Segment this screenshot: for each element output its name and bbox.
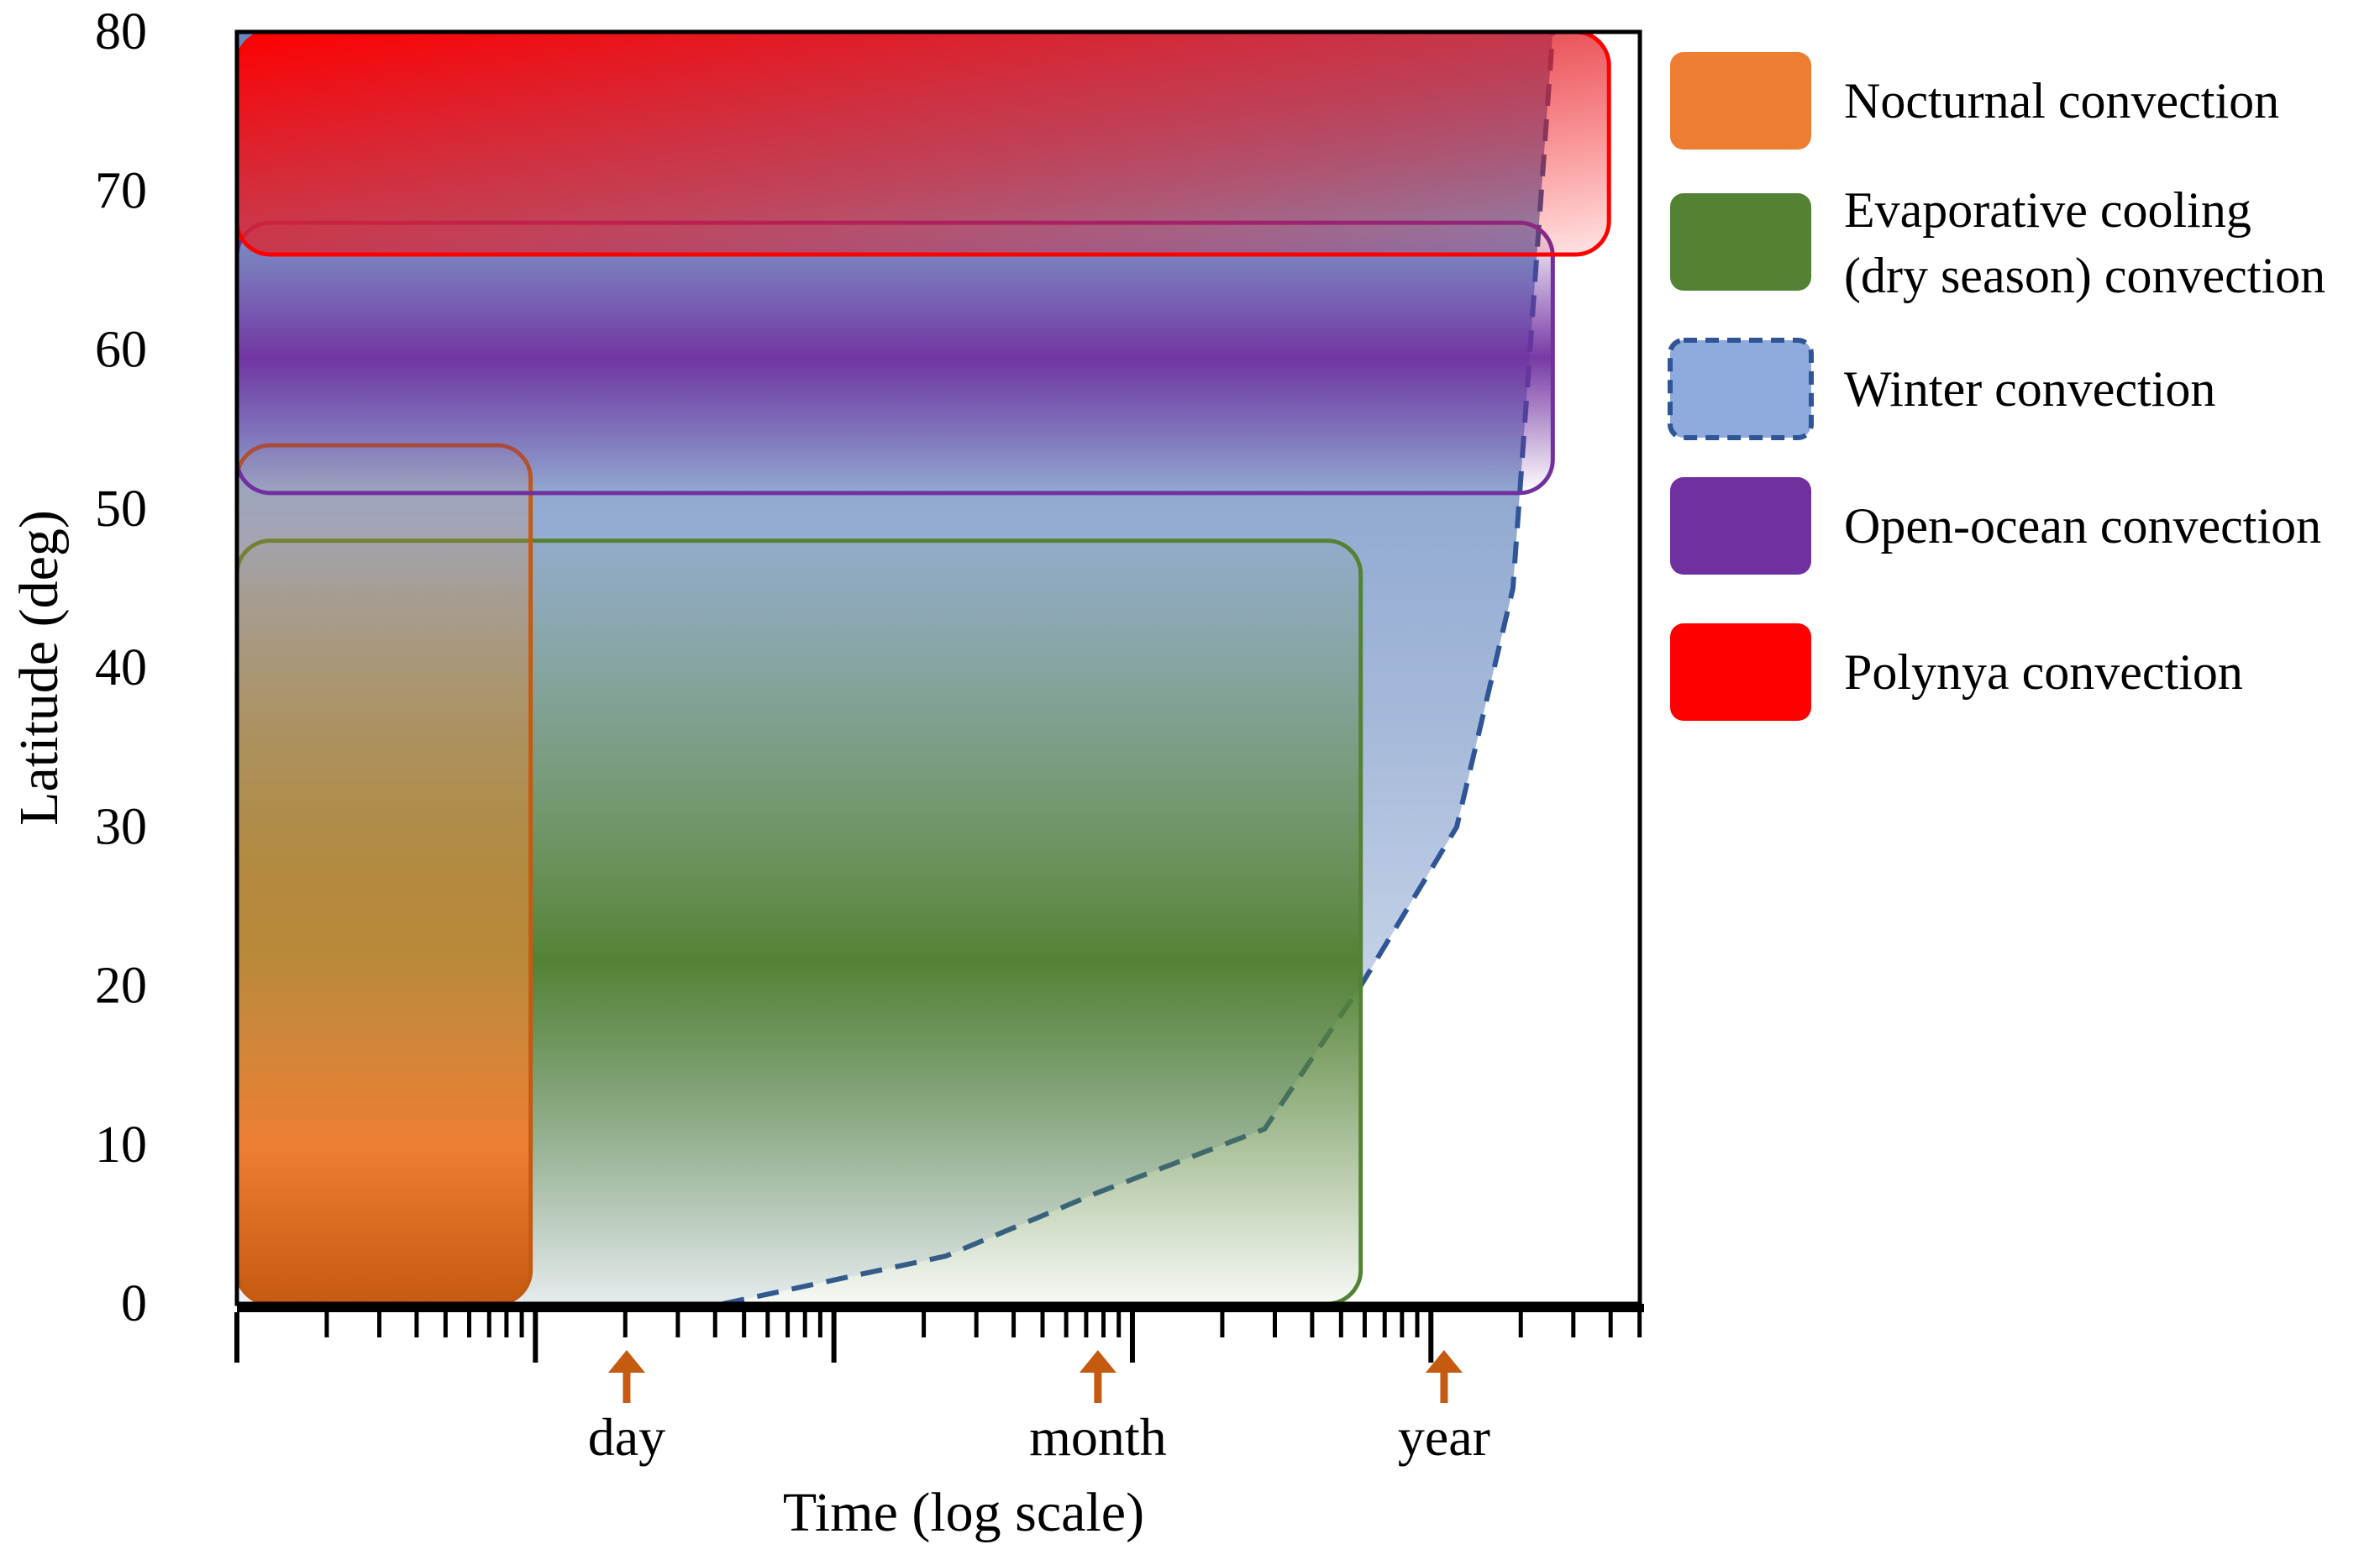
open-ocean-convection-box — [234, 220, 1555, 496]
legend-swatch — [1670, 193, 1811, 291]
legend-label: (dry season) convection — [1844, 248, 2325, 303]
day-marker-label: day — [588, 1407, 665, 1467]
y-tick-label: 50 — [95, 481, 147, 538]
year-arrowhead — [1425, 1350, 1463, 1373]
legend-label: Nocturnal convection — [1844, 73, 2279, 129]
legend-label: Polynya convection — [1844, 644, 2243, 700]
year-marker-label: year — [1398, 1407, 1490, 1467]
y-tick-label: 30 — [95, 798, 147, 855]
x-axis-title: Time (log scale) — [783, 1482, 1144, 1543]
y-tick-label: 40 — [95, 639, 147, 696]
y-tick-label: 80 — [95, 3, 147, 60]
legend-swatch — [1670, 477, 1811, 575]
legend-label: Open-ocean convection — [1844, 498, 2321, 554]
legend-swatch — [1670, 623, 1811, 721]
y-tick-label: 60 — [95, 322, 147, 379]
y-tick-label: 70 — [95, 162, 147, 219]
legend-swatch — [1668, 338, 1814, 440]
y-tick-label: 20 — [95, 958, 147, 1015]
legend-label: Winter convection — [1844, 361, 2215, 417]
month-marker-label: month — [1029, 1407, 1167, 1467]
legend-swatch — [1670, 52, 1811, 150]
y-tick-label: 10 — [95, 1116, 147, 1174]
nocturnal-convection-box — [234, 443, 533, 1306]
y-axis-title: Latitude (deg) — [8, 510, 70, 826]
y-tick-label: 0 — [121, 1275, 147, 1332]
legend-label: Evaporative cooling — [1844, 182, 2251, 238]
day-arrowhead — [607, 1350, 645, 1373]
month-arrowhead — [1079, 1350, 1116, 1373]
polynya-convection-box — [234, 29, 1611, 257]
